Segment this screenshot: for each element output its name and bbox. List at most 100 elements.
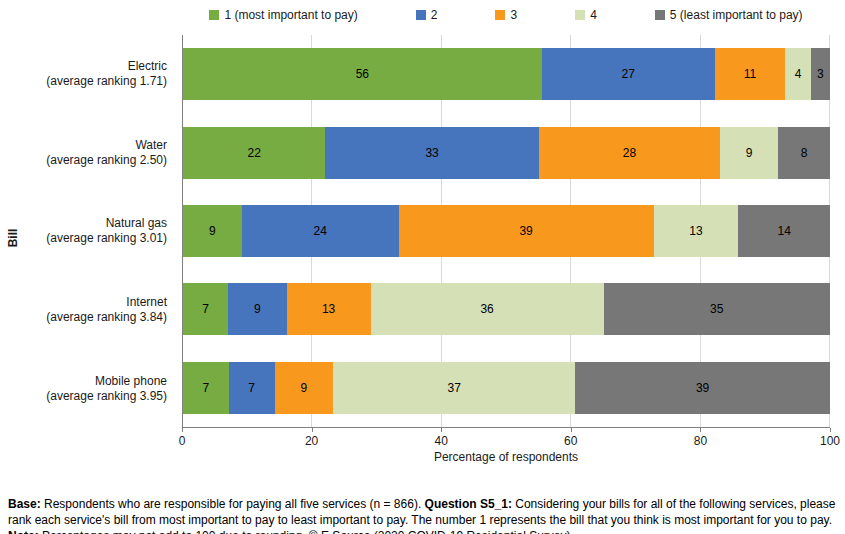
stacked-bar: 56 27 11 4 3 (183, 48, 830, 100)
x-tickmark (700, 428, 701, 432)
bar-segment: 24 (242, 205, 399, 257)
segment-value-label: 39 (519, 224, 532, 238)
category-sublabel: (average ranking 2.50) (46, 153, 167, 168)
bar-row: 7 7 9 37 39 (183, 349, 830, 427)
x-tickmark (441, 428, 442, 432)
legend-swatch-icon (416, 10, 426, 20)
bar-segment: 9 (720, 127, 778, 179)
bar-segment: 28 (539, 127, 720, 179)
category-label-block: Natural gas(average ranking 3.01) (0, 192, 174, 271)
x-tick-label: 0 (179, 434, 186, 448)
stacked-bar: 9 24 39 13 14 (183, 205, 830, 257)
category-label: Natural gas (106, 216, 167, 231)
bar-segment: 39 (399, 205, 654, 257)
segment-value-label: 11 (744, 67, 756, 81)
stacked-bar: 7 7 9 37 39 (183, 362, 830, 414)
category-axis-labels: Electric(average ranking 1.71)Water(aver… (0, 35, 174, 428)
bar-segment: 11 (715, 48, 785, 100)
y-axis-title: Bill (6, 229, 20, 248)
category-sublabel: (average ranking 1.71) (46, 74, 167, 89)
category-label-block: Electric(average ranking 1.71) (0, 35, 174, 114)
segment-value-label: 39 (696, 381, 709, 395)
bar-row: 9 24 39 13 14 (183, 192, 830, 270)
bar-segment: 7 (229, 362, 275, 414)
bar-segment: 8 (778, 127, 830, 179)
legend-item-label: 5 (least important to pay) (670, 8, 803, 22)
segment-value-label: 14 (778, 224, 791, 238)
stacked-bar: 22 33 28 9 8 (183, 127, 830, 179)
legend-swatch-icon (575, 10, 585, 20)
footer-text: Respondents who are responsible for payi… (41, 497, 425, 511)
category-label: Mobile phone (95, 374, 167, 389)
bar-segment: 3 (811, 48, 830, 100)
segment-value-label: 56 (356, 67, 369, 81)
segment-value-label: 13 (689, 224, 702, 238)
footer-bold-label: Base: (8, 497, 41, 511)
segment-value-label: 22 (247, 146, 260, 160)
bar-segment: 37 (333, 362, 575, 414)
legend-item: 3 (495, 8, 517, 22)
segment-value-label: 9 (301, 381, 308, 395)
plot-wrap: 56 27 11 4 3 22 33 28 9 8 9 24 39 13 14 7 9 13 36 35 7 7 9 37 39 (182, 35, 830, 428)
segment-value-label: 9 (746, 146, 753, 160)
legend-swatch-icon (209, 10, 219, 20)
bar-row: 22 33 28 9 8 (183, 113, 830, 191)
x-tick-label: 40 (435, 434, 448, 448)
x-axis-ticks: 020406080100 (182, 428, 830, 450)
segment-value-label: 33 (425, 146, 438, 160)
segment-value-label: 27 (622, 67, 635, 81)
legend-swatch-icon (655, 10, 665, 20)
segment-value-label: 7 (203, 381, 210, 395)
legend-item: 2 (416, 8, 438, 22)
category-label-block: Mobile phone(average ranking 3.95) (0, 349, 174, 428)
chart-legend: 1 (most important to pay) 2 3 4 5 (least imp… (182, 6, 830, 24)
category-label-block: Water(average ranking 2.50) (0, 114, 174, 193)
category-label: Electric (128, 59, 167, 74)
segment-value-label: 28 (623, 146, 636, 160)
segment-value-label: 8 (801, 146, 808, 160)
segment-value-label: 7 (202, 302, 209, 316)
bar-segment: 33 (325, 127, 539, 179)
category-label: Internet (126, 295, 167, 310)
footer-bold-label: Note: (8, 529, 39, 534)
segment-value-label: 4 (795, 67, 802, 81)
legend-item: 5 (least important to pay) (655, 8, 803, 22)
category-label: Water (135, 138, 167, 153)
segment-value-label: 35 (710, 302, 723, 316)
segment-value-label: 9 (254, 302, 261, 316)
bar-segment: 9 (228, 283, 286, 335)
category-sublabel: (average ranking 3.95) (46, 389, 167, 404)
x-tickmark (182, 428, 183, 432)
segment-value-label: 36 (480, 302, 493, 316)
segment-value-label: 37 (448, 381, 461, 395)
stacked-bar: 7 9 13 36 35 (183, 283, 830, 335)
legend-item-label: 2 (431, 8, 438, 22)
bar-segment: 13 (654, 205, 739, 257)
legend-item: 1 (most important to pay) (209, 8, 357, 22)
bar-segment: 36 (371, 283, 604, 335)
segment-value-label: 7 (248, 381, 255, 395)
bar-segment: 13 (287, 283, 371, 335)
bar-segment: 7 (183, 362, 229, 414)
bar-segment: 14 (738, 205, 830, 257)
bar-segment: 56 (183, 48, 542, 100)
segment-value-label: 13 (322, 302, 335, 316)
bar-row: 7 9 13 36 35 (183, 270, 830, 348)
bar-row: 56 27 11 4 3 (183, 35, 830, 113)
x-tickmark (830, 428, 831, 432)
footer-text: Percentages may not add to 100 due to ro… (39, 529, 571, 534)
bar-segment: 7 (183, 283, 228, 335)
segment-value-label: 9 (209, 224, 216, 238)
legend-item-label: 4 (590, 8, 597, 22)
legend-swatch-icon (495, 10, 505, 20)
legend-item: 4 (575, 8, 597, 22)
bar-segment: 22 (183, 127, 325, 179)
x-tick-label: 60 (564, 434, 577, 448)
segment-value-label: 3 (817, 67, 824, 81)
x-tick-label: 100 (820, 434, 840, 448)
x-tickmark (312, 428, 313, 432)
chart-page: 1 (most important to pay) 2 3 4 5 (least imp… (0, 0, 845, 534)
x-axis-title: Percentage of respondents (182, 450, 830, 464)
bar-segment: 27 (542, 48, 715, 100)
segment-value-label: 24 (314, 224, 327, 238)
